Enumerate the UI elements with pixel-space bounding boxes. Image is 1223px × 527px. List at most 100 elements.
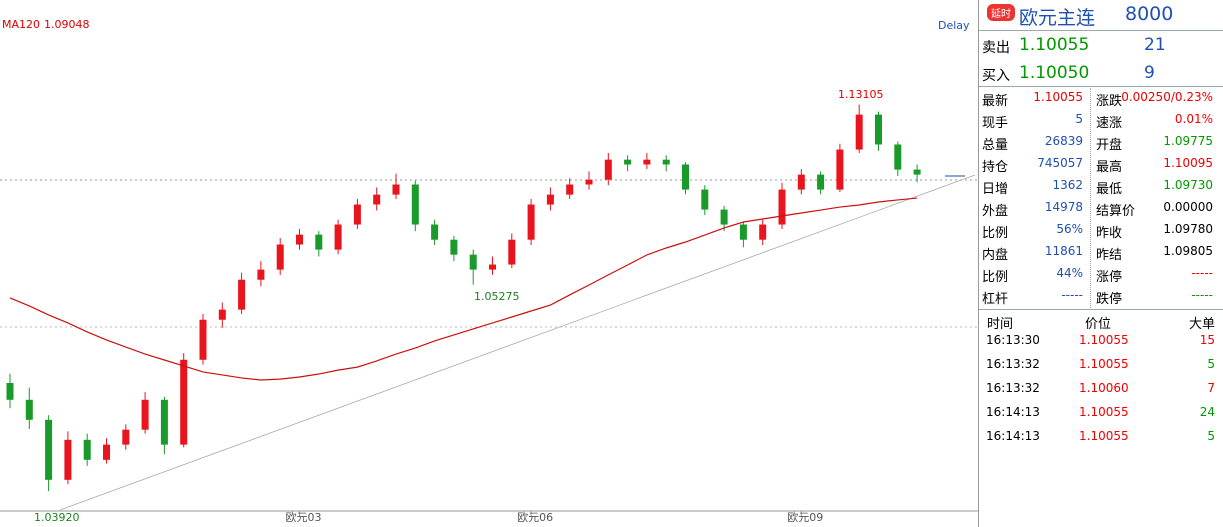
- candle-body: [431, 224, 439, 240]
- stat-value: 11861: [1044, 244, 1083, 258]
- stat-value: 1.10095: [1163, 156, 1213, 170]
- stat-label: 内盘: [982, 248, 1009, 263]
- candle-body: [739, 224, 747, 240]
- stat-value: 44%: [1056, 266, 1083, 280]
- ma-line: [9, 197, 918, 381]
- candle-body: [797, 174, 805, 190]
- stat-value: 1.09730: [1163, 178, 1213, 192]
- candle-body: [122, 429, 130, 445]
- stat-label: 昨收: [1096, 226, 1123, 241]
- stat-label: 结算价: [1096, 204, 1136, 219]
- candle-body: [353, 204, 361, 225]
- stat-label: 杠杆: [982, 292, 1009, 307]
- stat-value: 5: [1075, 112, 1083, 126]
- symbol-name: 欧元主连: [1019, 7, 1096, 29]
- candle-body: [469, 254, 477, 270]
- candle-body: [64, 439, 72, 480]
- tick-price: 1.10055: [1079, 429, 1129, 443]
- candle-body: [25, 399, 33, 420]
- candle-body: [624, 159, 632, 165]
- stat-label: 比例: [982, 270, 1009, 285]
- tick-volume: 24: [1199, 405, 1215, 419]
- stat-label: 最新: [982, 94, 1009, 109]
- candle-body: [875, 114, 882, 145]
- stat-label: 总量: [982, 138, 1009, 153]
- candle-body: [373, 194, 381, 205]
- candle-body: [238, 279, 246, 310]
- stat-label: 日增: [982, 182, 1009, 197]
- candle-body: [508, 239, 516, 265]
- quote-volume: 21: [1144, 35, 1166, 55]
- tick-time: 16:14:13: [986, 405, 1040, 419]
- tick-volume: 7: [1207, 381, 1215, 395]
- low-label: 1.05275: [474, 290, 520, 303]
- candle-body: [701, 189, 709, 210]
- candle-body: [257, 269, 265, 280]
- candle-body: [83, 439, 91, 460]
- candle-body: [180, 359, 188, 445]
- stat-label: 开盘: [1096, 138, 1123, 153]
- candle-body: [334, 224, 342, 250]
- stat-value: -----: [1191, 288, 1213, 302]
- candle-body: [566, 184, 574, 195]
- tick-price: 1.10055: [1079, 357, 1129, 371]
- chart: MA120 1.09048 Delay 1.13105 1.05275 1.03…: [0, 18, 978, 524]
- stat-value: -----: [1191, 266, 1213, 280]
- stat-value: 1.09805: [1163, 244, 1213, 258]
- stat-value: 0.00250/0.23%: [1121, 90, 1213, 104]
- stat-label: 跌停: [1096, 292, 1123, 307]
- stat-value: 1.09775: [1163, 134, 1213, 148]
- candle-body: [6, 383, 14, 400]
- quote-label: 卖出: [982, 40, 1010, 56]
- candle-body: [103, 444, 110, 460]
- tick-price: 1.10055: [1079, 405, 1129, 419]
- delay-label: Delay: [938, 19, 970, 32]
- column-divider: [1090, 88, 1091, 310]
- tick-time: 16:14:13: [986, 429, 1040, 443]
- tick-header: 时间: [987, 317, 1014, 332]
- candle-body: [276, 244, 284, 270]
- stat-label: 持仓: [982, 160, 1009, 175]
- stat-label: 昨结: [1096, 248, 1123, 263]
- tick-header: 价位: [1085, 317, 1112, 332]
- x-tick-label: 欧元03: [286, 511, 322, 524]
- candle-body: [45, 419, 53, 480]
- candle-body: [894, 144, 902, 170]
- symbol-code: 8000: [1125, 3, 1174, 25]
- tick-volume: 5: [1207, 357, 1215, 371]
- stat-value: 0.01%: [1174, 112, 1213, 126]
- tick-time: 16:13:32: [986, 357, 1040, 371]
- stat-label: 涨停: [1096, 270, 1123, 285]
- stat-value: 14978: [1044, 200, 1083, 214]
- candle-body: [778, 189, 786, 225]
- candle-body: [836, 149, 844, 190]
- stat-value: 1362: [1052, 178, 1083, 192]
- candle-body: [720, 209, 728, 225]
- quote-price: 1.10050: [1019, 63, 1090, 83]
- candle-body: [759, 224, 767, 240]
- stat-label: 速涨: [1096, 116, 1123, 131]
- candle-body: [604, 159, 612, 180]
- candle-body: [855, 114, 863, 150]
- stat-label: 外盘: [982, 204, 1009, 219]
- quote-volume: 9: [1144, 63, 1155, 83]
- tick-volume: 5: [1207, 429, 1215, 443]
- candle-body: [662, 159, 670, 165]
- stat-label: 现手: [982, 116, 1009, 131]
- candle-body: [682, 164, 689, 190]
- high-label: 1.13105: [838, 88, 884, 101]
- quote-panel: 延时 欧元主连 8000 卖出 1.10055 21 买入 1.10050 9 最新 1.10…: [978, 0, 1223, 527]
- tick-time: 16:13:30: [986, 333, 1040, 347]
- stat-value: -----: [1061, 288, 1083, 302]
- tick-volume: 15: [1199, 333, 1215, 347]
- candle-body: [527, 204, 535, 240]
- stat-label: 最高: [1096, 160, 1123, 175]
- candle-body: [913, 169, 921, 175]
- trend-line: [59, 174, 976, 511]
- candle-body: [450, 239, 458, 255]
- candle-body: [489, 264, 496, 270]
- stat-label: 比例: [982, 226, 1009, 241]
- stat-value: 26839: [1044, 134, 1083, 148]
- quote-label: 买入: [982, 68, 1010, 84]
- ma-name: MA120: [2, 18, 40, 31]
